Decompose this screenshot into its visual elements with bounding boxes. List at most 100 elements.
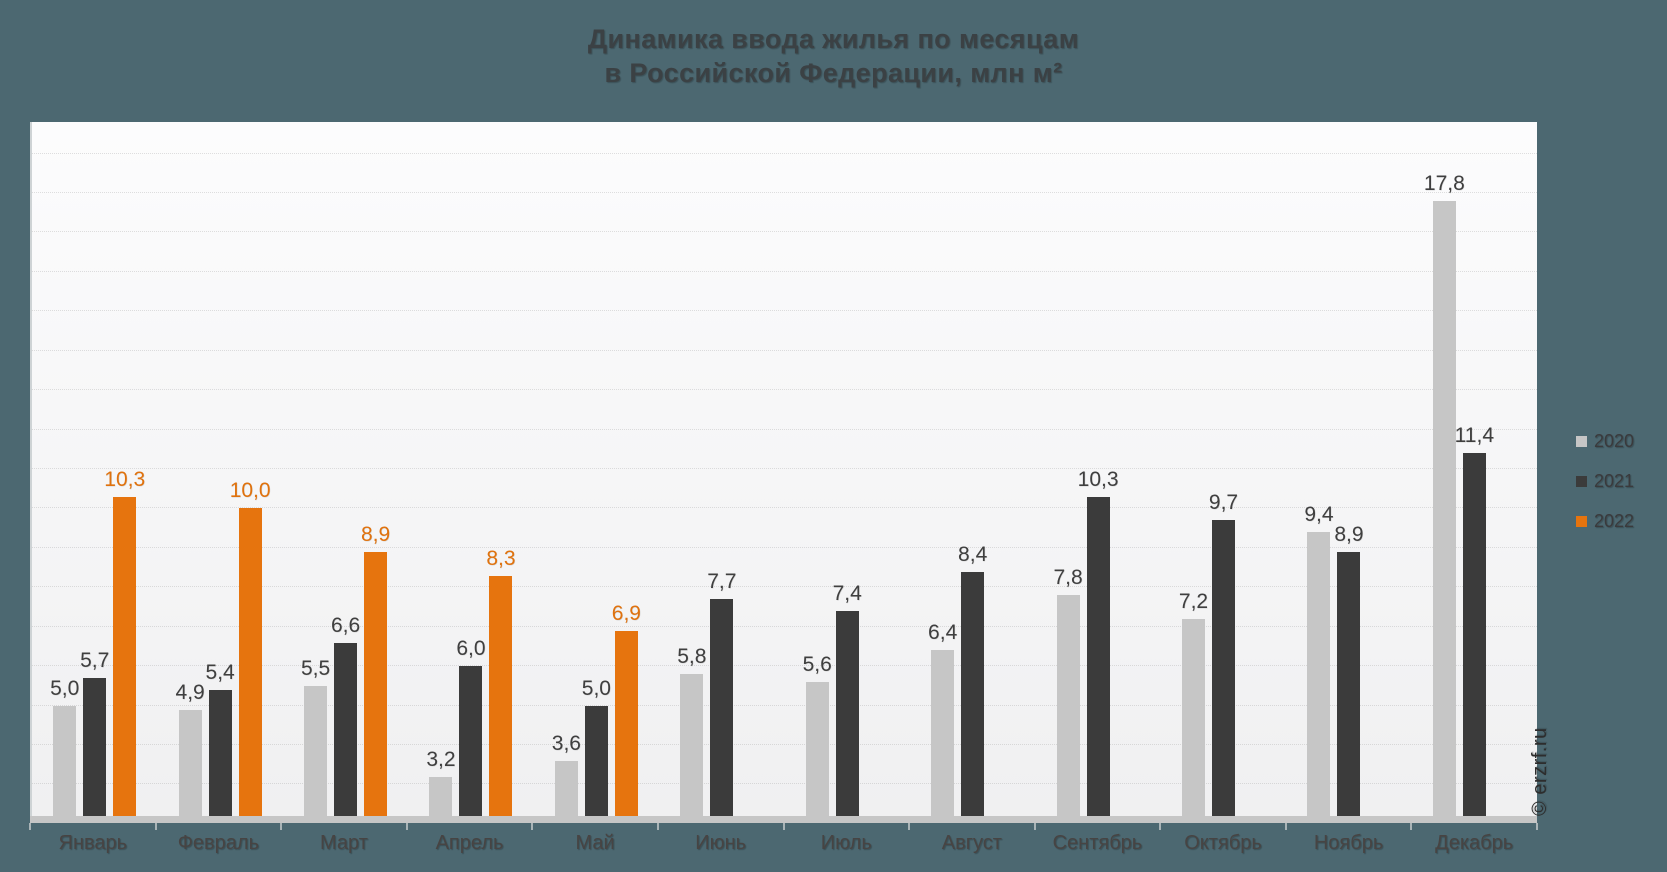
month-label-Август: Август [941, 832, 1002, 854]
chart-title: Динамика ввода жилья по месяцам в Россий… [0, 22, 1667, 90]
axis-tick [908, 823, 911, 830]
value-label-2020-Март: 5,5 [300, 656, 331, 680]
gridline [32, 744, 1537, 746]
gridline [32, 546, 1537, 548]
bar-2021-Декабрь: 11,4 [1455, 425, 1494, 816]
bar-2020-Апрель: 3,2 [426, 748, 456, 816]
bar-slot-2020: 17,8 [1424, 172, 1465, 816]
legend-item-2022: 2022 [1576, 511, 1634, 531]
gridline [32, 152, 1537, 154]
axis-tick [656, 823, 659, 830]
bar-slot-2021: 11,4 [1455, 425, 1494, 816]
bar-slot-2021: 5,7 [80, 650, 109, 816]
value-label-2020-Январь: 5,0 [50, 676, 80, 700]
bar-2020-Октябрь: 7,2 [1179, 590, 1208, 816]
bar-group-Июль: 5,6 7,4 [785, 122, 910, 816]
value-label-2020-Май: 3,6 [551, 731, 581, 755]
bar-slot-2020: 9,4 [1304, 504, 1334, 816]
value-label-2021-Сентябрь: 10,3 [1077, 467, 1119, 491]
bar-2020-Декабрь: 17,8 [1424, 172, 1465, 816]
bar-2021-Август: 8,4 [958, 543, 987, 816]
bar-slot-2021: 8,9 [1334, 523, 1364, 816]
gridline [32, 191, 1537, 193]
bar-group-Сентябрь: 7,8 10,3 [1035, 122, 1160, 816]
axis-tick [531, 823, 534, 830]
bar-slot-2020: 3,2 [426, 748, 456, 816]
bar-slot-2022: 8,9 [361, 523, 390, 816]
bar-group-Май: 3,6 5,0 6,9 [534, 122, 659, 816]
legend-swatch-2020 [1576, 435, 1587, 447]
month-label-Декабрь: Декабрь [1435, 832, 1514, 854]
bar-slot-2021: 8,4 [958, 543, 987, 816]
legend-item-2021: 2021 [1576, 471, 1634, 491]
bar-2020-Ноябрь: 9,4 [1304, 504, 1334, 816]
value-label-2022-Май: 6,9 [611, 601, 641, 625]
value-label-2021-Август: 8,4 [958, 542, 988, 566]
month-label-Ноябрь: Ноябрь [1313, 832, 1384, 854]
bar-slot-2022: 10,3 [104, 468, 145, 816]
x-axis-ticks [29, 823, 1538, 831]
bar-slot-2020: 5,6 [803, 653, 832, 816]
value-label-2022-Январь: 10,3 [104, 467, 146, 491]
bar-slot-2021: 7,7 [707, 571, 736, 816]
value-label-2020-Декабрь: 17,8 [1423, 171, 1465, 195]
month-label-Апрель: Апрель [435, 832, 504, 854]
bar-group-Январь: 5,0 5,7 10,3 [32, 122, 157, 816]
legend: 2020 2021 2022 [1576, 431, 1634, 551]
bar-2020-Май: 3,6 [552, 732, 581, 816]
value-label-2021-Май: 5,0 [581, 676, 611, 700]
bar-2021-Июль: 7,4 [833, 583, 862, 816]
value-label-2021-Октябрь: 9,7 [1208, 491, 1239, 515]
bar-groups: 5,0 5,7 10,3 4,9 5,4 10,0 5,5 6,6 8,9 3,2 6,0 8,3 3,… [32, 122, 1537, 816]
bar-group-Июнь: 5,8 7,7 [659, 122, 784, 816]
value-label-2020-Февраль: 4,9 [175, 680, 205, 704]
gridline [32, 468, 1537, 469]
gridline [32, 231, 1537, 233]
value-label-2021-Март: 6,6 [330, 613, 361, 637]
legend-item-2020: 2020 [1576, 431, 1634, 451]
value-label-2021-Февраль: 5,4 [205, 660, 235, 684]
value-label-2022-Март: 8,9 [360, 522, 391, 546]
plot-area: 5,0 5,7 10,3 4,9 5,4 10,0 5,5 6,6 8,9 3,2 6,0 8,3 3,… [30, 122, 1537, 816]
value-label-2021-Декабрь: 11,4 [1454, 424, 1495, 448]
bar-slot-2020: 3,6 [552, 732, 581, 816]
value-label-2022-Февраль: 10,0 [229, 479, 271, 503]
bar-2021-Июнь: 7,7 [707, 571, 736, 816]
bar-2022-Март: 8,9 [361, 523, 390, 816]
bar-slot-2021: 5,0 [582, 677, 611, 816]
bar-2021-Сентябрь: 10,3 [1078, 468, 1119, 816]
bar-2021-Январь: 5,7 [80, 650, 109, 816]
bar-slot-2020: 4,9 [176, 681, 205, 816]
bar-group-Февраль: 4,9 5,4 10,0 [157, 122, 282, 816]
axis-tick [280, 823, 283, 830]
axis-tick [29, 823, 31, 830]
gridline [32, 704, 1537, 706]
bar-slot-2020: 7,8 [1053, 567, 1083, 816]
month-label-Октябрь: Октябрь [1184, 832, 1262, 854]
month-label-Июнь: Июнь [695, 832, 747, 854]
bar-group-Март: 5,5 6,6 8,9 [283, 122, 408, 816]
bar-slot-2021: 7,4 [833, 583, 862, 816]
value-label-2021-Апрель: 6,0 [456, 637, 486, 661]
bar-slot-2021: 6,0 [456, 638, 486, 816]
bar-2022-Февраль: 10,0 [230, 480, 271, 816]
value-label-2021-Ноябрь: 8,9 [1334, 522, 1364, 546]
bar-slot-2020: 5,0 [50, 677, 79, 816]
value-label-2020-Сентябрь: 7,8 [1053, 566, 1083, 590]
bar-2021-Ноябрь: 8,9 [1334, 523, 1364, 816]
bar-slot-2022: 8,3 [486, 547, 516, 816]
gridline [32, 586, 1537, 588]
axis-tick [1284, 823, 1287, 830]
value-label-2020-Август: 6,4 [928, 621, 958, 645]
bar-slot-2021: 6,6 [331, 614, 360, 816]
axis-tick [154, 823, 157, 830]
x-axis-labels: Январь Февраль Март Апрель Май Июнь Июль Август… [30, 831, 1537, 855]
legend-label-2020: 2020 [1594, 431, 1635, 451]
gridline [32, 625, 1537, 627]
value-label-2021-Январь: 5,7 [80, 649, 110, 672]
axis-tick [1536, 823, 1538, 830]
value-label-2021-Июль: 7,4 [832, 582, 862, 605]
gridline [32, 270, 1537, 272]
bar-slot-2020: 5,8 [677, 646, 706, 816]
